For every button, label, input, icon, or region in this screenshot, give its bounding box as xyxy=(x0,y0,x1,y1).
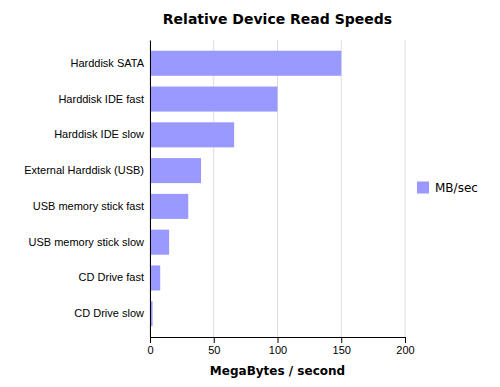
grid-line xyxy=(405,40,406,337)
y-tick: Harddisk IDE fast xyxy=(58,93,144,105)
bar xyxy=(150,230,169,255)
y-tick: Harddisk SATA xyxy=(70,57,144,69)
x-tick: 0 xyxy=(147,337,153,356)
tick-label: Harddisk IDE fast xyxy=(58,93,144,105)
plot: 0 50 100 150 200 CD Drive slow CD Drive fast US… xyxy=(24,40,415,356)
bar xyxy=(150,194,188,219)
tick-label: CD Drive fast xyxy=(79,271,144,283)
x-tick: 100 xyxy=(269,337,287,356)
tick-label: Harddisk IDE slow xyxy=(54,128,144,140)
title: Relative Device Read Speeds xyxy=(163,11,392,27)
tick-mark xyxy=(341,337,342,343)
x-tick: 200 xyxy=(396,337,414,356)
tick-label: 0 xyxy=(147,344,153,356)
tick-label: 100 xyxy=(269,344,287,356)
tick-mark xyxy=(278,337,279,343)
grid-line xyxy=(150,40,151,337)
tick-label: 200 xyxy=(396,344,414,356)
y-tick: CD Drive slow xyxy=(74,307,144,319)
tick-label: CD Drive slow xyxy=(74,307,144,319)
bars xyxy=(150,51,341,327)
x-tick: 150 xyxy=(333,337,351,356)
tick-label: 50 xyxy=(208,344,220,356)
x-tick: 50 xyxy=(208,337,220,356)
tick-label: USB memory stick fast xyxy=(33,200,144,212)
y-tick: External Harddisk (USB) xyxy=(24,164,144,176)
bar xyxy=(150,265,160,290)
legend-label: MB/sec xyxy=(435,181,478,195)
grid-line xyxy=(277,40,278,337)
tick-label: Harddisk SATA xyxy=(70,57,144,69)
x-axis-title: MegaBytes / second xyxy=(210,364,345,378)
tick-label: USB memory stick slow xyxy=(28,236,144,248)
y-tick: USB memory stick fast xyxy=(33,200,144,212)
legend-item: MB/sec xyxy=(417,181,478,195)
bar xyxy=(150,122,234,147)
grid-line xyxy=(213,40,214,337)
y-tick: USB memory stick slow xyxy=(28,236,144,248)
tick-label: 150 xyxy=(333,344,351,356)
tick-mark xyxy=(405,337,406,343)
axis-domain xyxy=(150,41,151,338)
y-axis: CD Drive slow CD Drive fast USB memory sti… xyxy=(24,41,150,338)
grid-line xyxy=(341,40,342,337)
y-tick: CD Drive fast xyxy=(79,271,144,283)
chart: 0 50 100 150 200 CD Drive slow CD Drive fast US… xyxy=(0,0,500,387)
tick-label: External Harddisk (USB) xyxy=(24,164,144,176)
tick-mark xyxy=(214,337,215,343)
bar xyxy=(150,87,278,112)
bar xyxy=(150,158,201,183)
legend-swatch xyxy=(417,182,429,194)
x-axis: 0 50 100 150 200 xyxy=(147,337,414,356)
tick-mark xyxy=(150,337,151,343)
grid xyxy=(150,40,405,337)
legend: MB/sec xyxy=(417,181,478,195)
y-tick: Harddisk IDE slow xyxy=(54,128,144,140)
bar xyxy=(150,51,341,76)
